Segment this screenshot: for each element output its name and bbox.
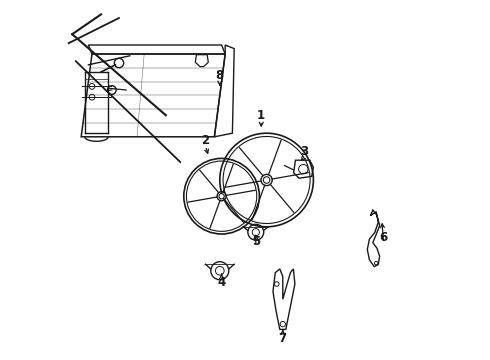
Circle shape (263, 177, 270, 183)
Text: 5: 5 (252, 235, 260, 248)
Text: 6: 6 (379, 231, 388, 244)
Text: 4: 4 (218, 276, 226, 289)
Text: 1: 1 (257, 109, 265, 122)
Text: 7: 7 (279, 332, 287, 345)
Text: 3: 3 (300, 145, 309, 158)
Circle shape (219, 194, 224, 199)
Text: 8: 8 (216, 69, 224, 82)
Text: 2: 2 (201, 134, 209, 147)
